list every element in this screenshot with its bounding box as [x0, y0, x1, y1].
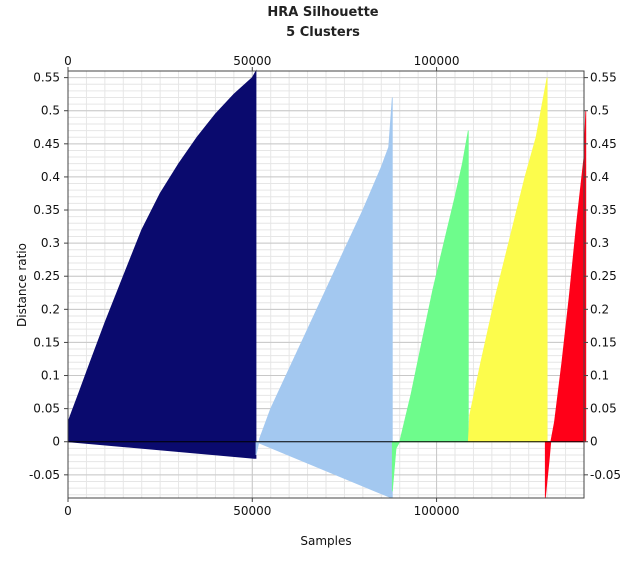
y-tick-label-right: 0.1	[590, 369, 609, 383]
y-tick-label-left: 0.25	[33, 269, 60, 283]
series-layer	[67, 69, 587, 499]
x-axis-label: Samples	[300, 534, 351, 548]
x-tick-label-bottom: 50000	[233, 504, 271, 518]
silhouette-cluster-1	[67, 69, 257, 459]
silhouette-cluster-5	[544, 110, 587, 499]
chart-title: HRA Silhouette	[267, 5, 378, 20]
ticks-layer: 0.55 0.55 0.5 0.5 0.45 0.45 0.4 0.4 0.35 0.35 0.3 0…	[29, 54, 621, 518]
y-tick-label-left: 0.15	[33, 335, 60, 349]
x-tick-label-bottom: 100000	[414, 504, 460, 518]
y-tick-label-left: 0.5	[41, 104, 60, 118]
y-tick-label-left: 0.2	[41, 302, 60, 316]
y-tick-label-right: 0.3	[590, 236, 609, 250]
y-tick-label-left: 0.1	[41, 369, 60, 383]
x-tick-label-bottom: 0	[64, 504, 72, 518]
y-axis-label: Distance ratio	[15, 243, 29, 327]
y-tick-label-left: 0.3	[41, 236, 60, 250]
y-tick-label-left: -0.05	[29, 468, 60, 482]
y-tick-label-right: 0.4	[590, 170, 609, 184]
y-tick-label-right: 0.2	[590, 302, 609, 316]
y-tick-label-left: 0.55	[33, 71, 60, 85]
y-tick-label-left: 0.4	[41, 170, 60, 184]
y-tick-label-left: 0.35	[33, 203, 60, 217]
y-tick-label-left: 0.45	[33, 137, 60, 151]
y-tick-label-left: 0.05	[33, 402, 60, 416]
y-tick-label-right: 0.05	[590, 402, 617, 416]
y-tick-label-right: 0	[590, 435, 598, 449]
y-tick-label-right: 0.25	[590, 269, 617, 283]
silhouette-cluster-4	[467, 77, 548, 443]
chart-subtitle: 5 Clusters	[286, 25, 360, 40]
x-tick-label-top: 50000	[233, 54, 271, 68]
silhouette-cluster-3	[391, 130, 469, 492]
y-tick-label-right: 0.15	[590, 335, 617, 349]
x-tick-label-top: 0	[64, 54, 72, 68]
y-tick-label-right: 0.35	[590, 203, 617, 217]
y-tick-label-right: 0.55	[590, 71, 617, 85]
y-tick-label-right: 0.45	[590, 137, 617, 151]
y-tick-label-right: -0.05	[590, 468, 621, 482]
plot-frame	[67, 70, 585, 499]
y-tick-label-right: 0.5	[590, 104, 609, 118]
y-tick-label-left: 0	[52, 435, 60, 449]
x-tick-label-top: 100000	[414, 54, 460, 68]
silhouette-cluster-2	[255, 97, 393, 499]
